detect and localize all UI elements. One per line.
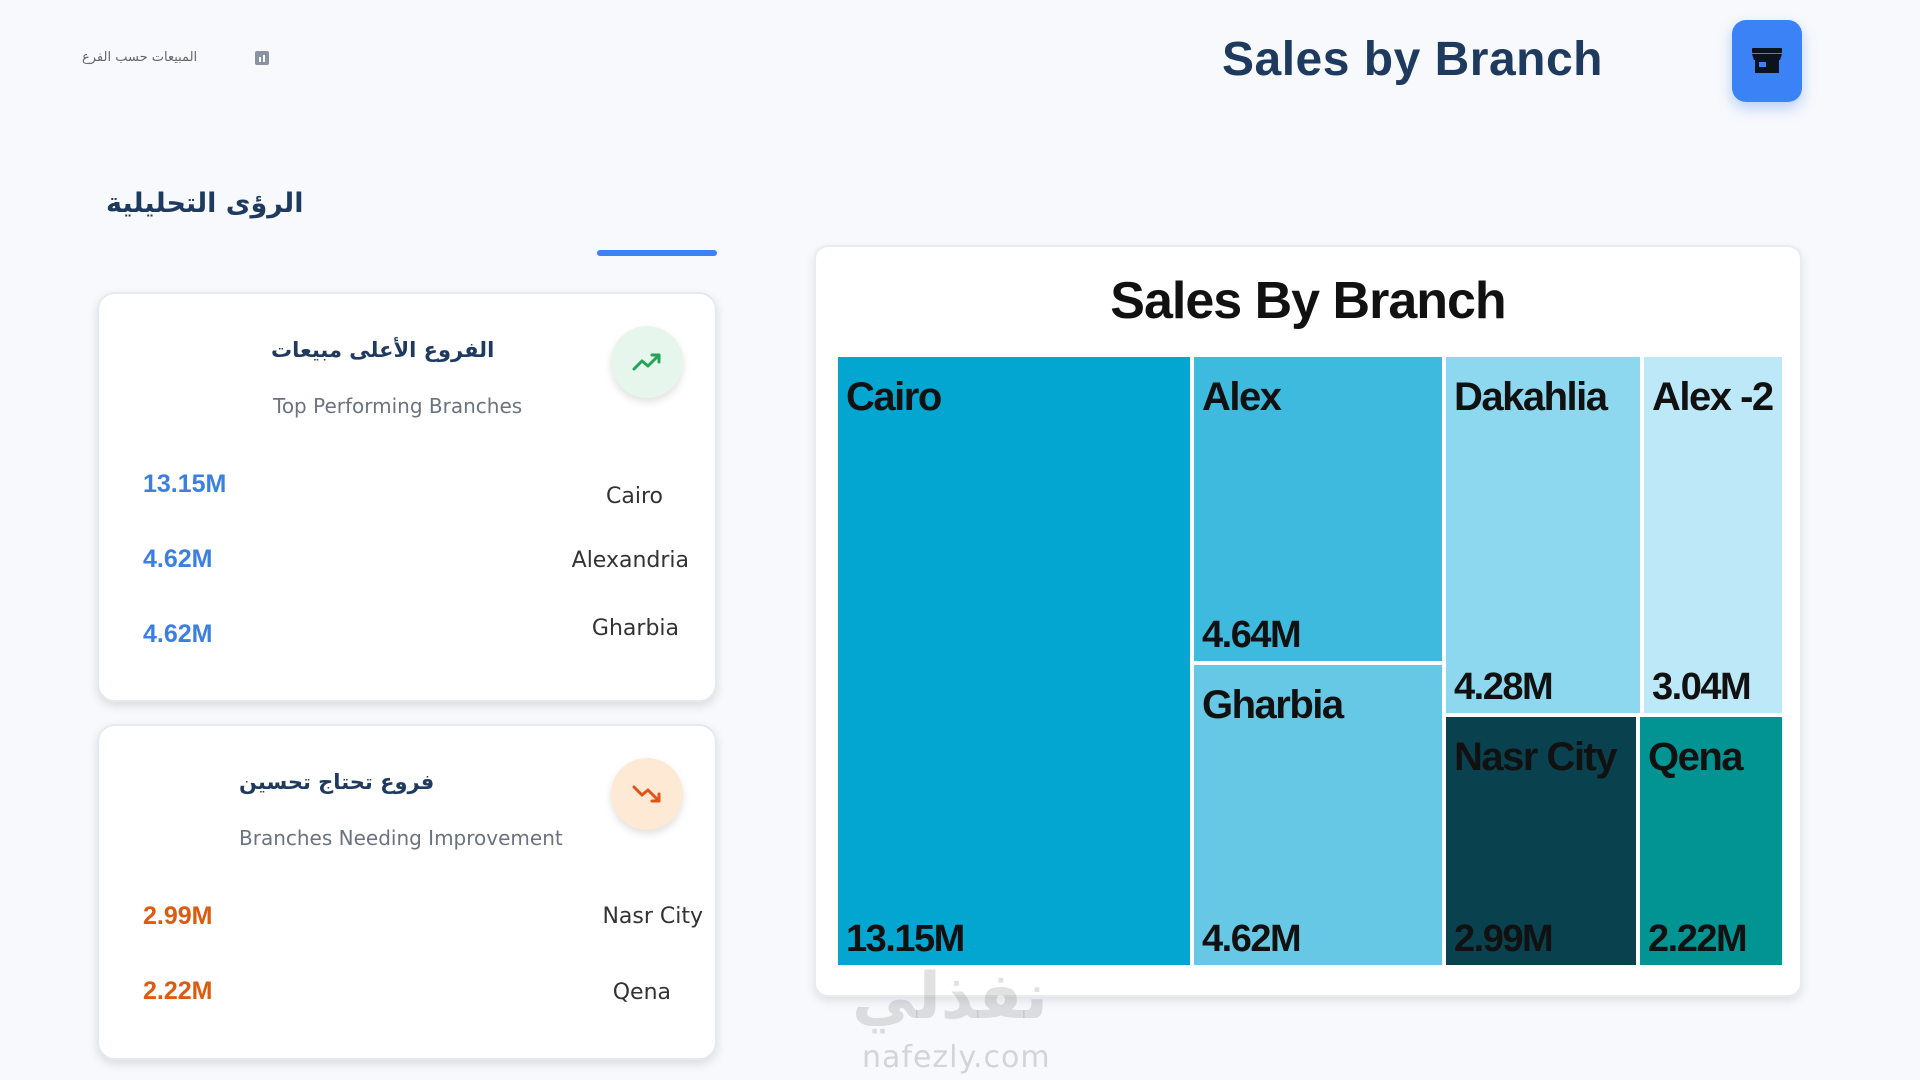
needs-improvement-card: فروع تحتاج تحسين Branches Needing Improv…	[97, 724, 717, 1060]
tile-value: 13.15M	[846, 918, 965, 960]
branch-value: 4.62M	[143, 620, 213, 648]
treemap-panel: Sales By Branch Cairo 13.15M Alex 4.64M …	[814, 245, 1802, 997]
tile-label: Cairo	[846, 375, 942, 419]
branch-name: Nasr City	[602, 904, 703, 929]
breadcrumb: المبيعات حسب الفرع	[82, 50, 270, 65]
tile-label: Gharbia	[1202, 683, 1344, 727]
branch-value: 4.62M	[143, 545, 213, 573]
tile-value: 2.99M	[1454, 918, 1554, 960]
card-title-en: Top Performing Branches	[273, 394, 523, 418]
bar-chart-icon	[255, 50, 270, 65]
card-title-en: Branches Needing Improvement	[239, 826, 563, 850]
branch-name: Alexandria	[571, 548, 689, 573]
treemap-tile-dakahlia[interactable]: Dakahlia 4.28M	[1444, 355, 1642, 715]
tile-label: Alex -2	[1652, 375, 1774, 419]
branch-value: 13.15M	[143, 470, 227, 498]
card-title-ar: فروع تحتاج تحسين	[239, 770, 435, 794]
tile-label: Nasr City	[1454, 735, 1618, 779]
watermark-en: nafezly.com	[862, 1040, 1051, 1075]
treemap-tile-gharbia[interactable]: Gharbia 4.62M	[1192, 663, 1444, 967]
treemap-tile-cairo[interactable]: Cairo 13.15M	[836, 355, 1192, 967]
tile-value: 2.22M	[1648, 918, 1748, 960]
card-title-ar: الفروع الأعلى مبيعات	[271, 338, 495, 362]
tile-value: 4.62M	[1202, 918, 1302, 960]
trending-up-icon	[611, 326, 683, 398]
store-icon	[1752, 48, 1782, 73]
page-title: Sales by Branch	[1222, 33, 1603, 86]
top-performing-card: الفروع الأعلى مبيعات Top Performing Bran…	[97, 292, 717, 702]
trending-down-icon	[611, 758, 683, 830]
branch-value: 2.99M	[143, 902, 213, 930]
tile-label: Dakahlia	[1454, 375, 1608, 419]
tab-indicator	[597, 250, 717, 256]
tile-label: Qena	[1648, 735, 1744, 779]
treemap-tile-nasr-city[interactable]: Nasr City 2.99M	[1444, 715, 1638, 967]
treemap-tile-alex-2[interactable]: Alex -2 3.04M	[1642, 355, 1784, 715]
tile-value: 4.28M	[1454, 666, 1554, 708]
tile-value: 3.04M	[1652, 666, 1752, 708]
tile-value: 4.64M	[1202, 614, 1302, 656]
branch-name: Gharbia	[591, 616, 679, 641]
treemap-tile-qena[interactable]: Qena 2.22M	[1638, 715, 1784, 967]
branch-name: Qena	[612, 980, 671, 1005]
branch-name: Cairo	[606, 484, 663, 509]
insights-title: الرؤى التحليلية	[106, 188, 304, 219]
branch-value: 2.22M	[143, 977, 213, 1005]
breadcrumb-text: المبيعات حسب الفرع	[82, 50, 198, 65]
store-button[interactable]	[1732, 20, 1802, 102]
watermark-ar: نفذلي	[852, 960, 1048, 1034]
tile-label: Alex	[1202, 375, 1282, 419]
chart-title: Sales By Branch	[1110, 272, 1506, 330]
treemap-tile-alex[interactable]: Alex 4.64M	[1192, 355, 1444, 663]
